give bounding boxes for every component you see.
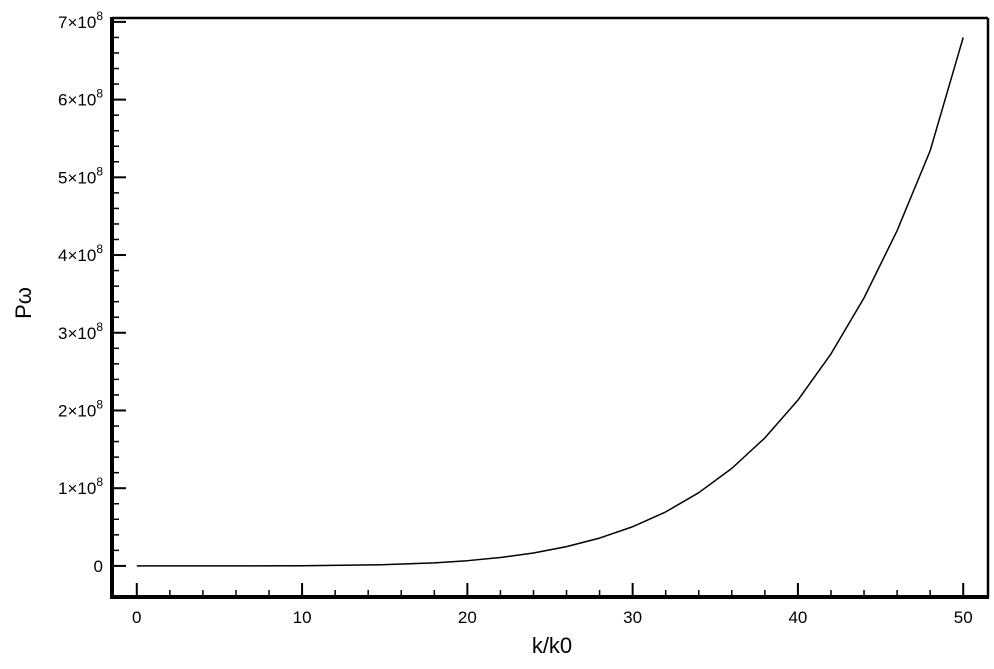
y-tick-exponent: 8 (96, 9, 103, 23)
y-tick-mantissa: 4×10 (58, 246, 96, 265)
series-group (136, 37, 964, 567)
y-tick-label: 4×108 (58, 242, 103, 265)
y-tick-label: 5×108 (58, 164, 103, 187)
y-tick-label: 7×108 (58, 9, 103, 32)
x-tick-label: 0 (132, 608, 141, 627)
x-axis-label: k/k0 (532, 633, 572, 658)
y-tick-exponent: 8 (96, 164, 103, 178)
y-tick-mantissa: 3×10 (58, 324, 96, 343)
y-tick-exponent: 8 (96, 320, 103, 334)
axes-group: 0 10 20 30 40 5001×1082×1083×1084×1085×1086×1… (58, 9, 990, 627)
y-tick-exponent: 8 (96, 87, 103, 101)
series-line (136, 37, 964, 567)
y-tick-mantissa: 6×10 (58, 91, 96, 110)
y-tick-exponent: 8 (96, 242, 103, 256)
y-tick-exponent: 8 (96, 475, 103, 489)
y-tick-label: 6×108 (58, 87, 103, 110)
y-tick-label: 3×108 (58, 320, 103, 343)
y-tick-exponent: 8 (96, 397, 103, 411)
y-tick-label: 0 (94, 557, 103, 576)
y-tick-mantissa: 2×10 (58, 401, 96, 420)
y-tick-mantissa: 1×10 (58, 479, 96, 498)
x-tick-label: 10 (293, 608, 312, 627)
x-tick-label: 40 (788, 608, 807, 627)
y-tick-mantissa: 7×10 (58, 13, 96, 32)
y-axis-label: Pω (11, 287, 36, 319)
x-tick-label: 30 (623, 608, 642, 627)
x-tick-label: 50 (954, 608, 973, 627)
y-tick-mantissa: 5×10 (58, 168, 96, 187)
y-tick-label: 1×108 (58, 475, 103, 498)
x-tick-label: 20 (458, 608, 477, 627)
y-tick-label: 2×108 (58, 397, 103, 420)
